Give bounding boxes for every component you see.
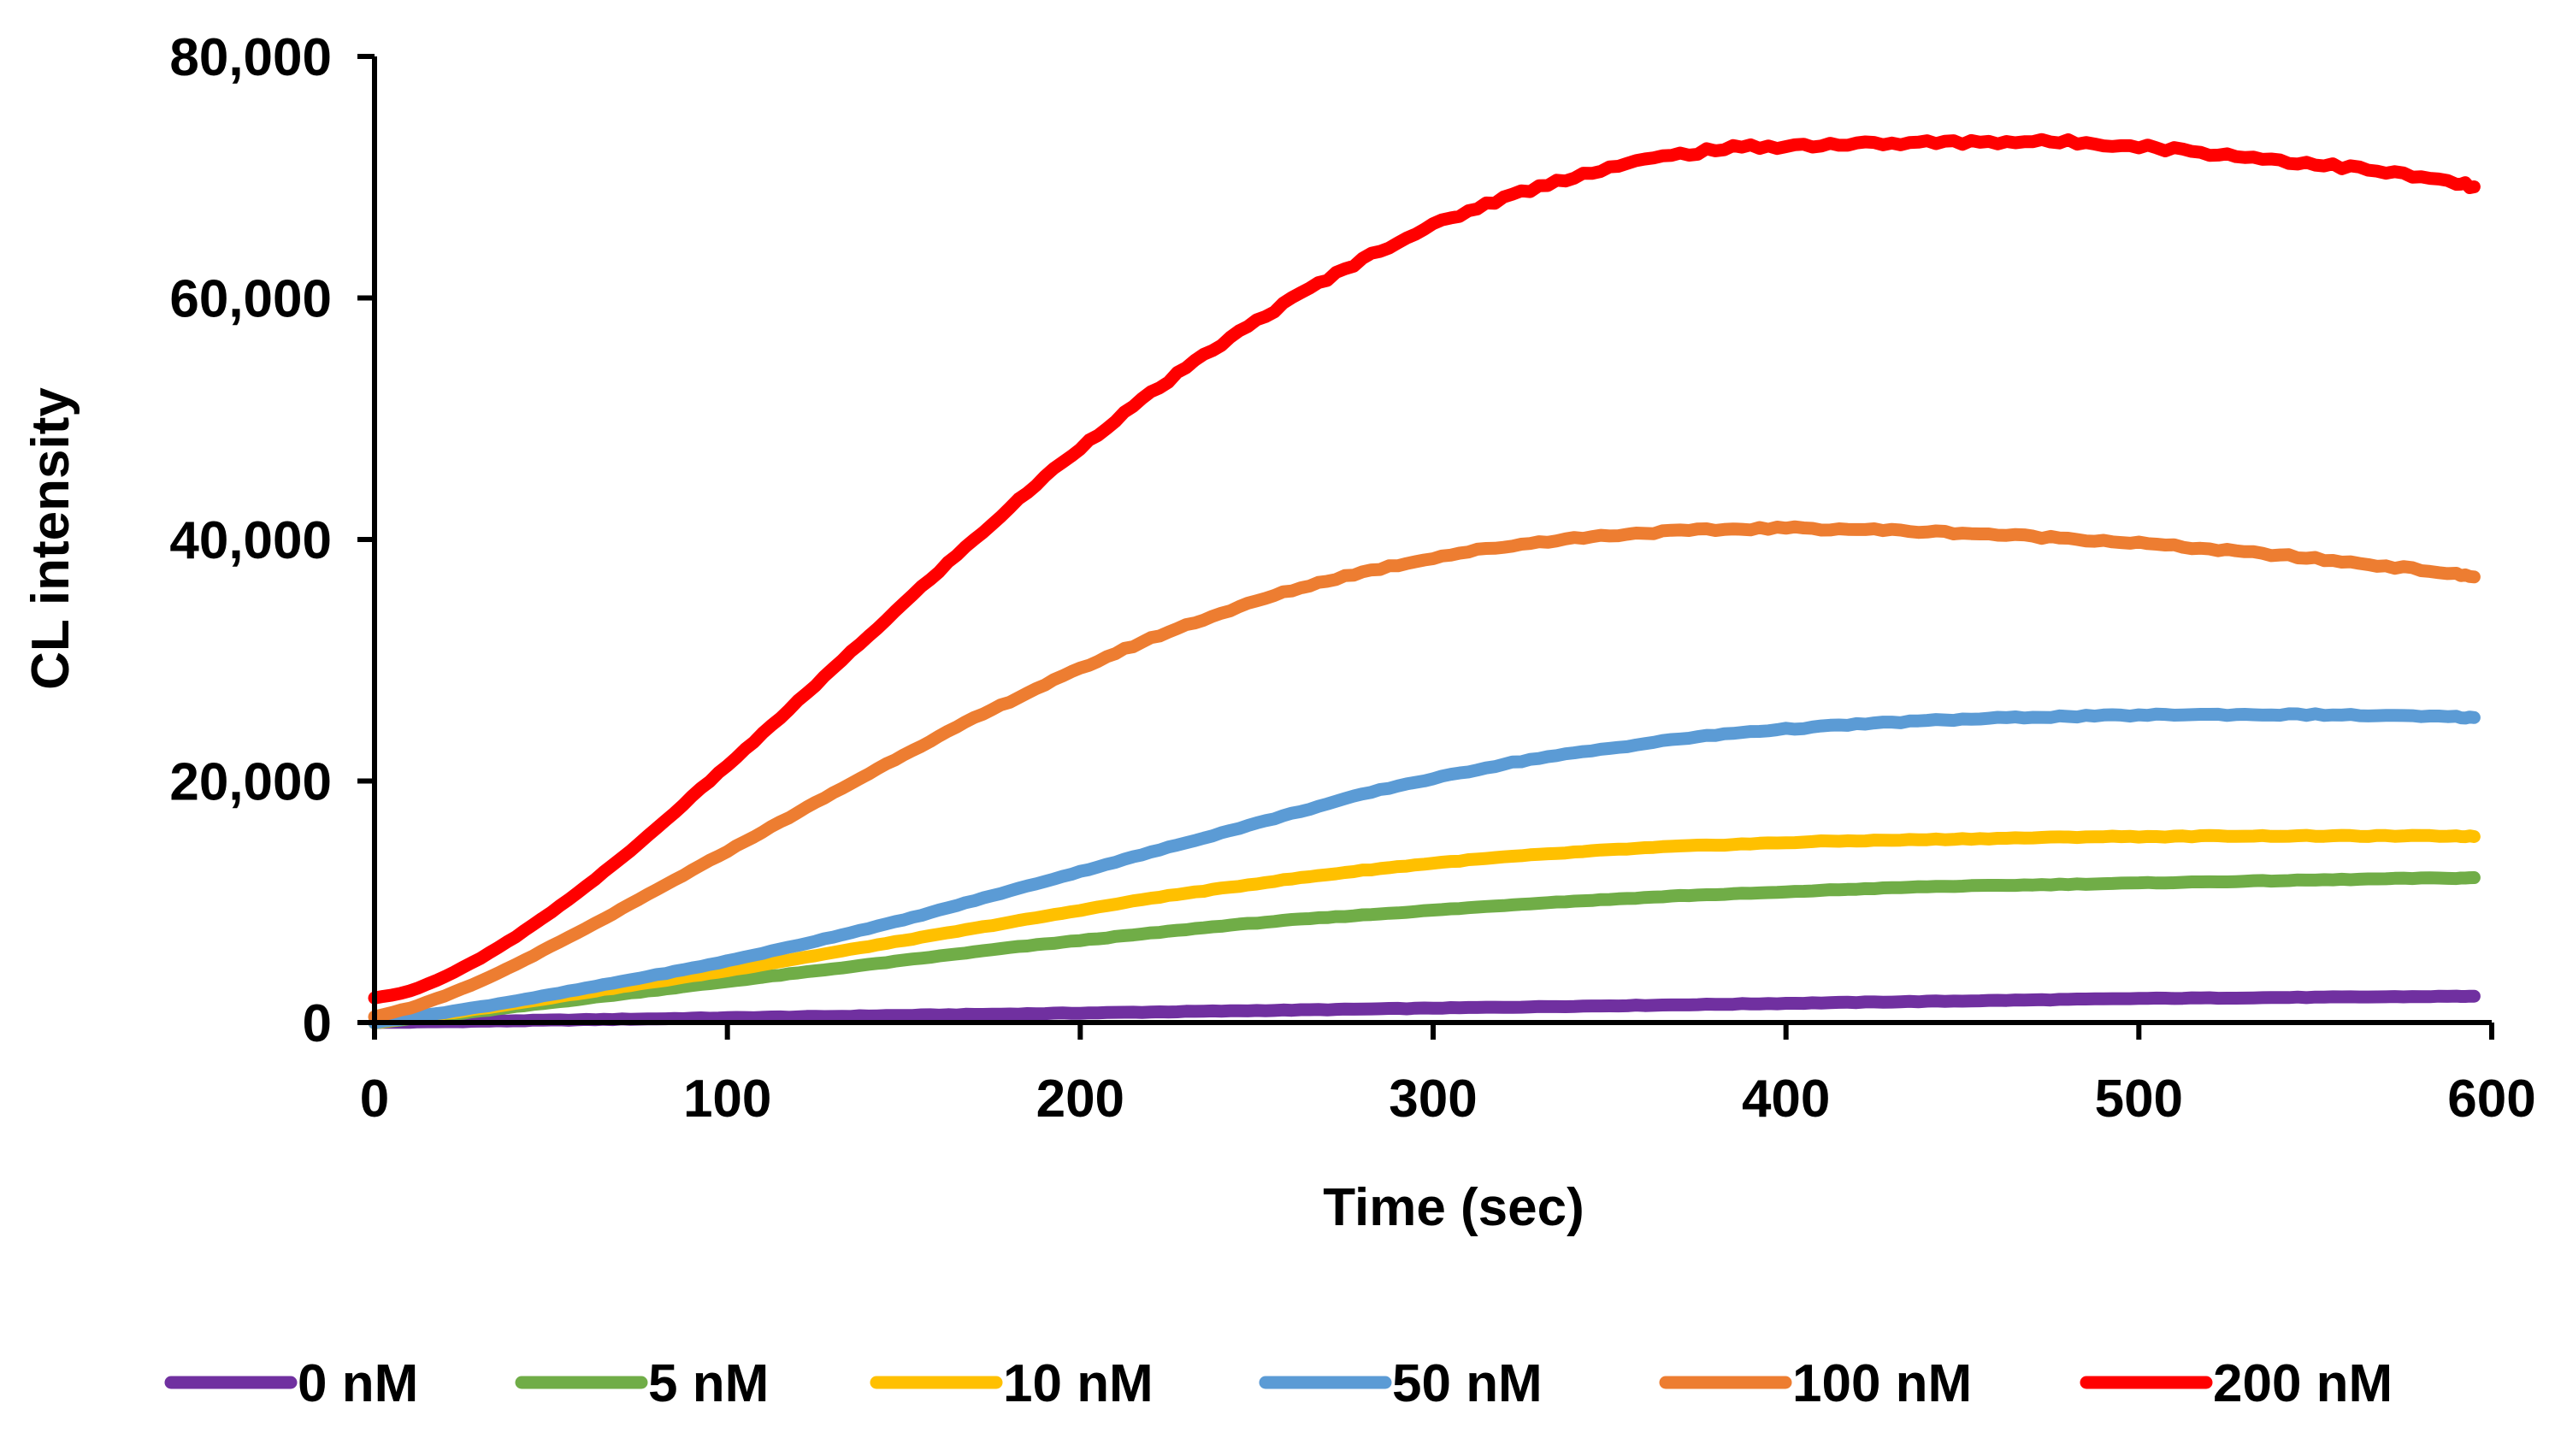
legend-label: 50 nM (1392, 1354, 1543, 1413)
x-tick-label: 300 (1389, 1070, 1477, 1129)
y-tick-label: 40,000 (169, 511, 332, 570)
y-tick-label: 60,000 (169, 270, 332, 329)
series-line-10-nm (368, 828, 2481, 1029)
x-tick-label: 0 (360, 1070, 389, 1129)
legend-item-100-nm: 100 nM (1659, 1354, 1972, 1413)
legend-label: 0 nM (298, 1354, 418, 1413)
x-tick-label: 200 (1036, 1070, 1124, 1129)
y-tick-label: 20,000 (169, 753, 332, 812)
y-axis-title: CL intensity (21, 387, 80, 690)
series-line-5-nm (368, 871, 2481, 1029)
x-tick-label: 500 (2095, 1070, 2183, 1129)
series-layer (368, 133, 2481, 1029)
legend-item-5-nm: 5 nM (515, 1354, 769, 1413)
series-line-0-nm (368, 989, 2481, 1029)
x-tick-label: 100 (683, 1070, 771, 1129)
y-ticks: 0 20,000 40,000 60,000 80,000 (169, 28, 375, 1053)
legend-label: 5 nM (648, 1354, 769, 1413)
series-line-200-nm (368, 133, 2481, 1005)
x-tick-label: 400 (1742, 1070, 1830, 1129)
x-ticks: 0 100 200 300 400 500 600 (360, 1023, 2536, 1129)
legend-label: 100 nM (1792, 1354, 1972, 1413)
y-tick-label: 80,000 (169, 28, 332, 87)
legend: 0 nM 5 nM 10 nM 50 nM 100 nM 200 nM (164, 1354, 2393, 1413)
legend-label: 200 nM (2213, 1354, 2393, 1413)
legend-item-0-nm: 0 nM (164, 1354, 418, 1413)
y-tick-label: 0 (303, 994, 332, 1053)
series-line-50-nm (368, 707, 2481, 1029)
legend-item-200-nm: 200 nM (2080, 1354, 2393, 1413)
x-tick-label: 600 (2447, 1070, 2535, 1129)
legend-label: 10 nM (1003, 1354, 1154, 1413)
legend-item-50-nm: 50 nM (1259, 1354, 1543, 1413)
series-line-100-nm (368, 520, 2481, 1023)
legend-item-10-nm: 10 nM (870, 1354, 1154, 1413)
x-axis-title: Time (sec) (1323, 1178, 1584, 1237)
